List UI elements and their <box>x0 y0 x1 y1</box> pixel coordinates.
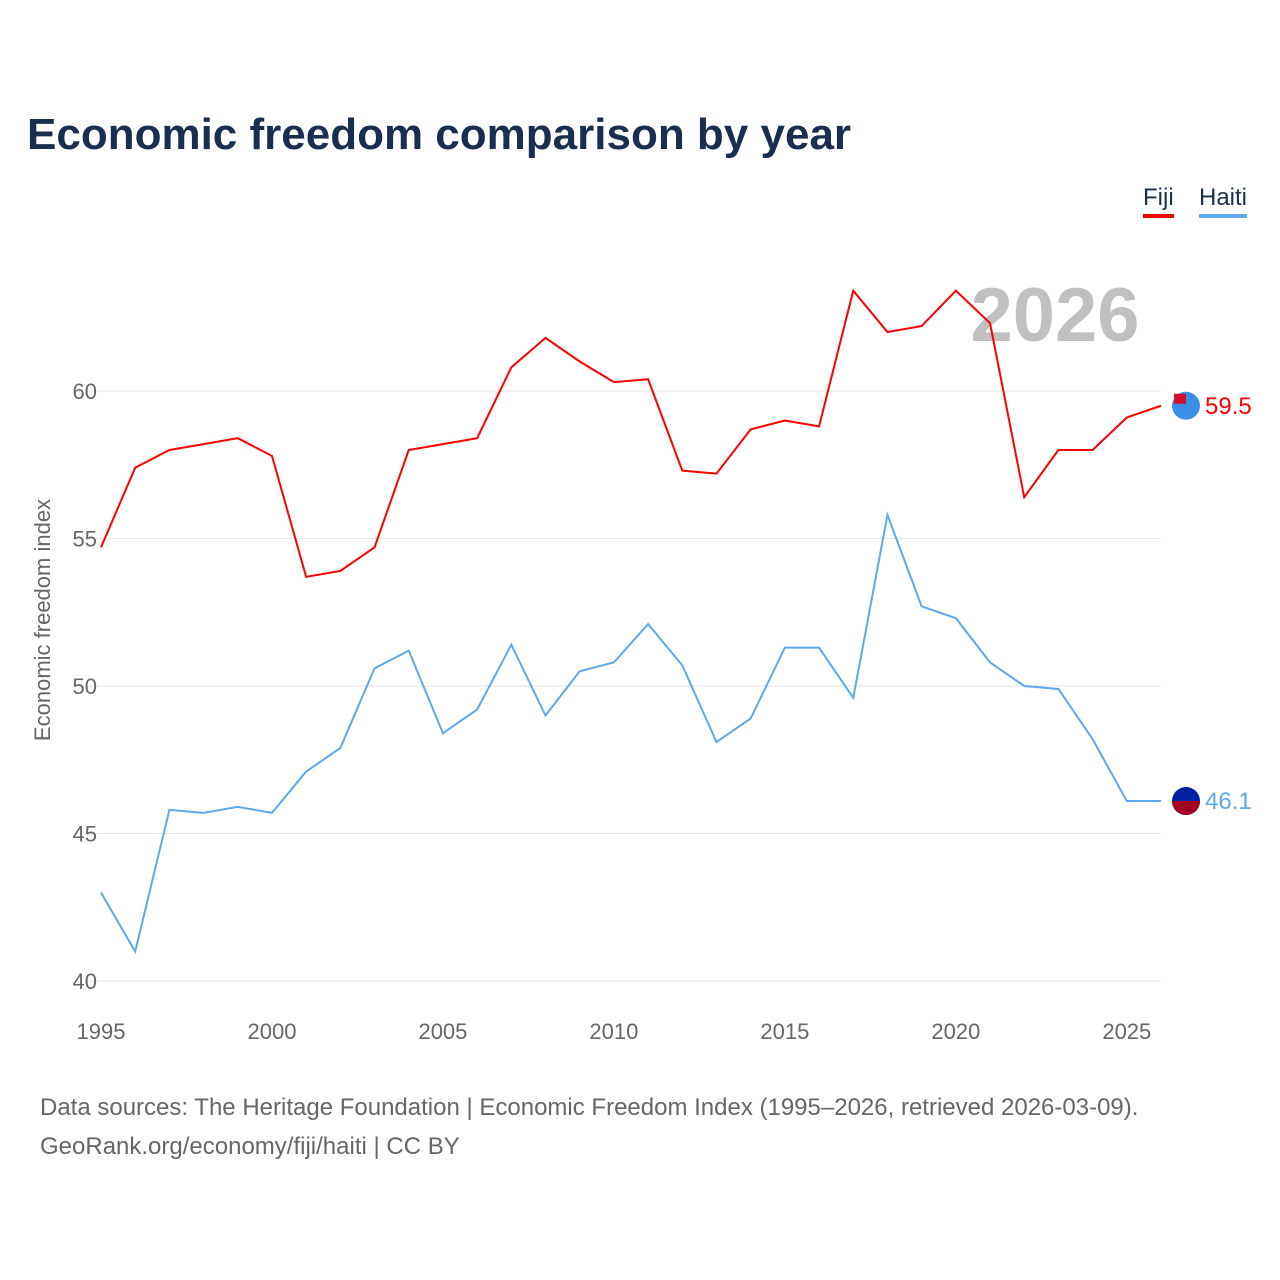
year-watermark: 2026 <box>970 273 1139 358</box>
chart-title: Economic freedom comparison by year <box>27 110 852 159</box>
y-tick-label: 45 <box>73 822 97 847</box>
x-tick-label: 2020 <box>931 1019 980 1044</box>
source-line-2[interactable]: GeoRank.org/economy/fiji/haiti | CC BY <box>40 1133 460 1160</box>
x-tick-label: 2025 <box>1102 1019 1151 1044</box>
source-line-1: Data sources: The Heritage Foundation | … <box>40 1094 1139 1121</box>
series-line-fiji <box>100 288 1162 578</box>
y-axis-label: Economic freedom index <box>30 499 55 741</box>
x-tick-label: 2015 <box>760 1019 809 1044</box>
y-tick-label: 40 <box>73 969 97 994</box>
y-tick-label: 50 <box>73 674 97 699</box>
y-tick-label: 55 <box>73 527 97 552</box>
y-tick-label: 60 <box>73 379 97 404</box>
end-value-label-fiji: 59.5 <box>1205 393 1252 420</box>
series-line-haiti <box>100 511 1161 955</box>
legend-item-haiti[interactable]: Haiti <box>1199 184 1248 218</box>
flag-fiji-canton <box>1174 393 1186 404</box>
legend-item-fiji[interactable]: Fiji <box>1143 184 1174 218</box>
x-tick-label: 2005 <box>418 1019 467 1044</box>
x-tick-label: 2010 <box>589 1019 638 1044</box>
source-note: Data sources: The Heritage Foundation | … <box>40 1088 1138 1166</box>
x-tick-label: 1995 <box>77 1019 126 1044</box>
flag-haiti-red-half <box>1172 801 1200 816</box>
end-value-label-haiti: 46.1 <box>1205 788 1252 815</box>
x-tick-label: 2000 <box>247 1019 296 1044</box>
